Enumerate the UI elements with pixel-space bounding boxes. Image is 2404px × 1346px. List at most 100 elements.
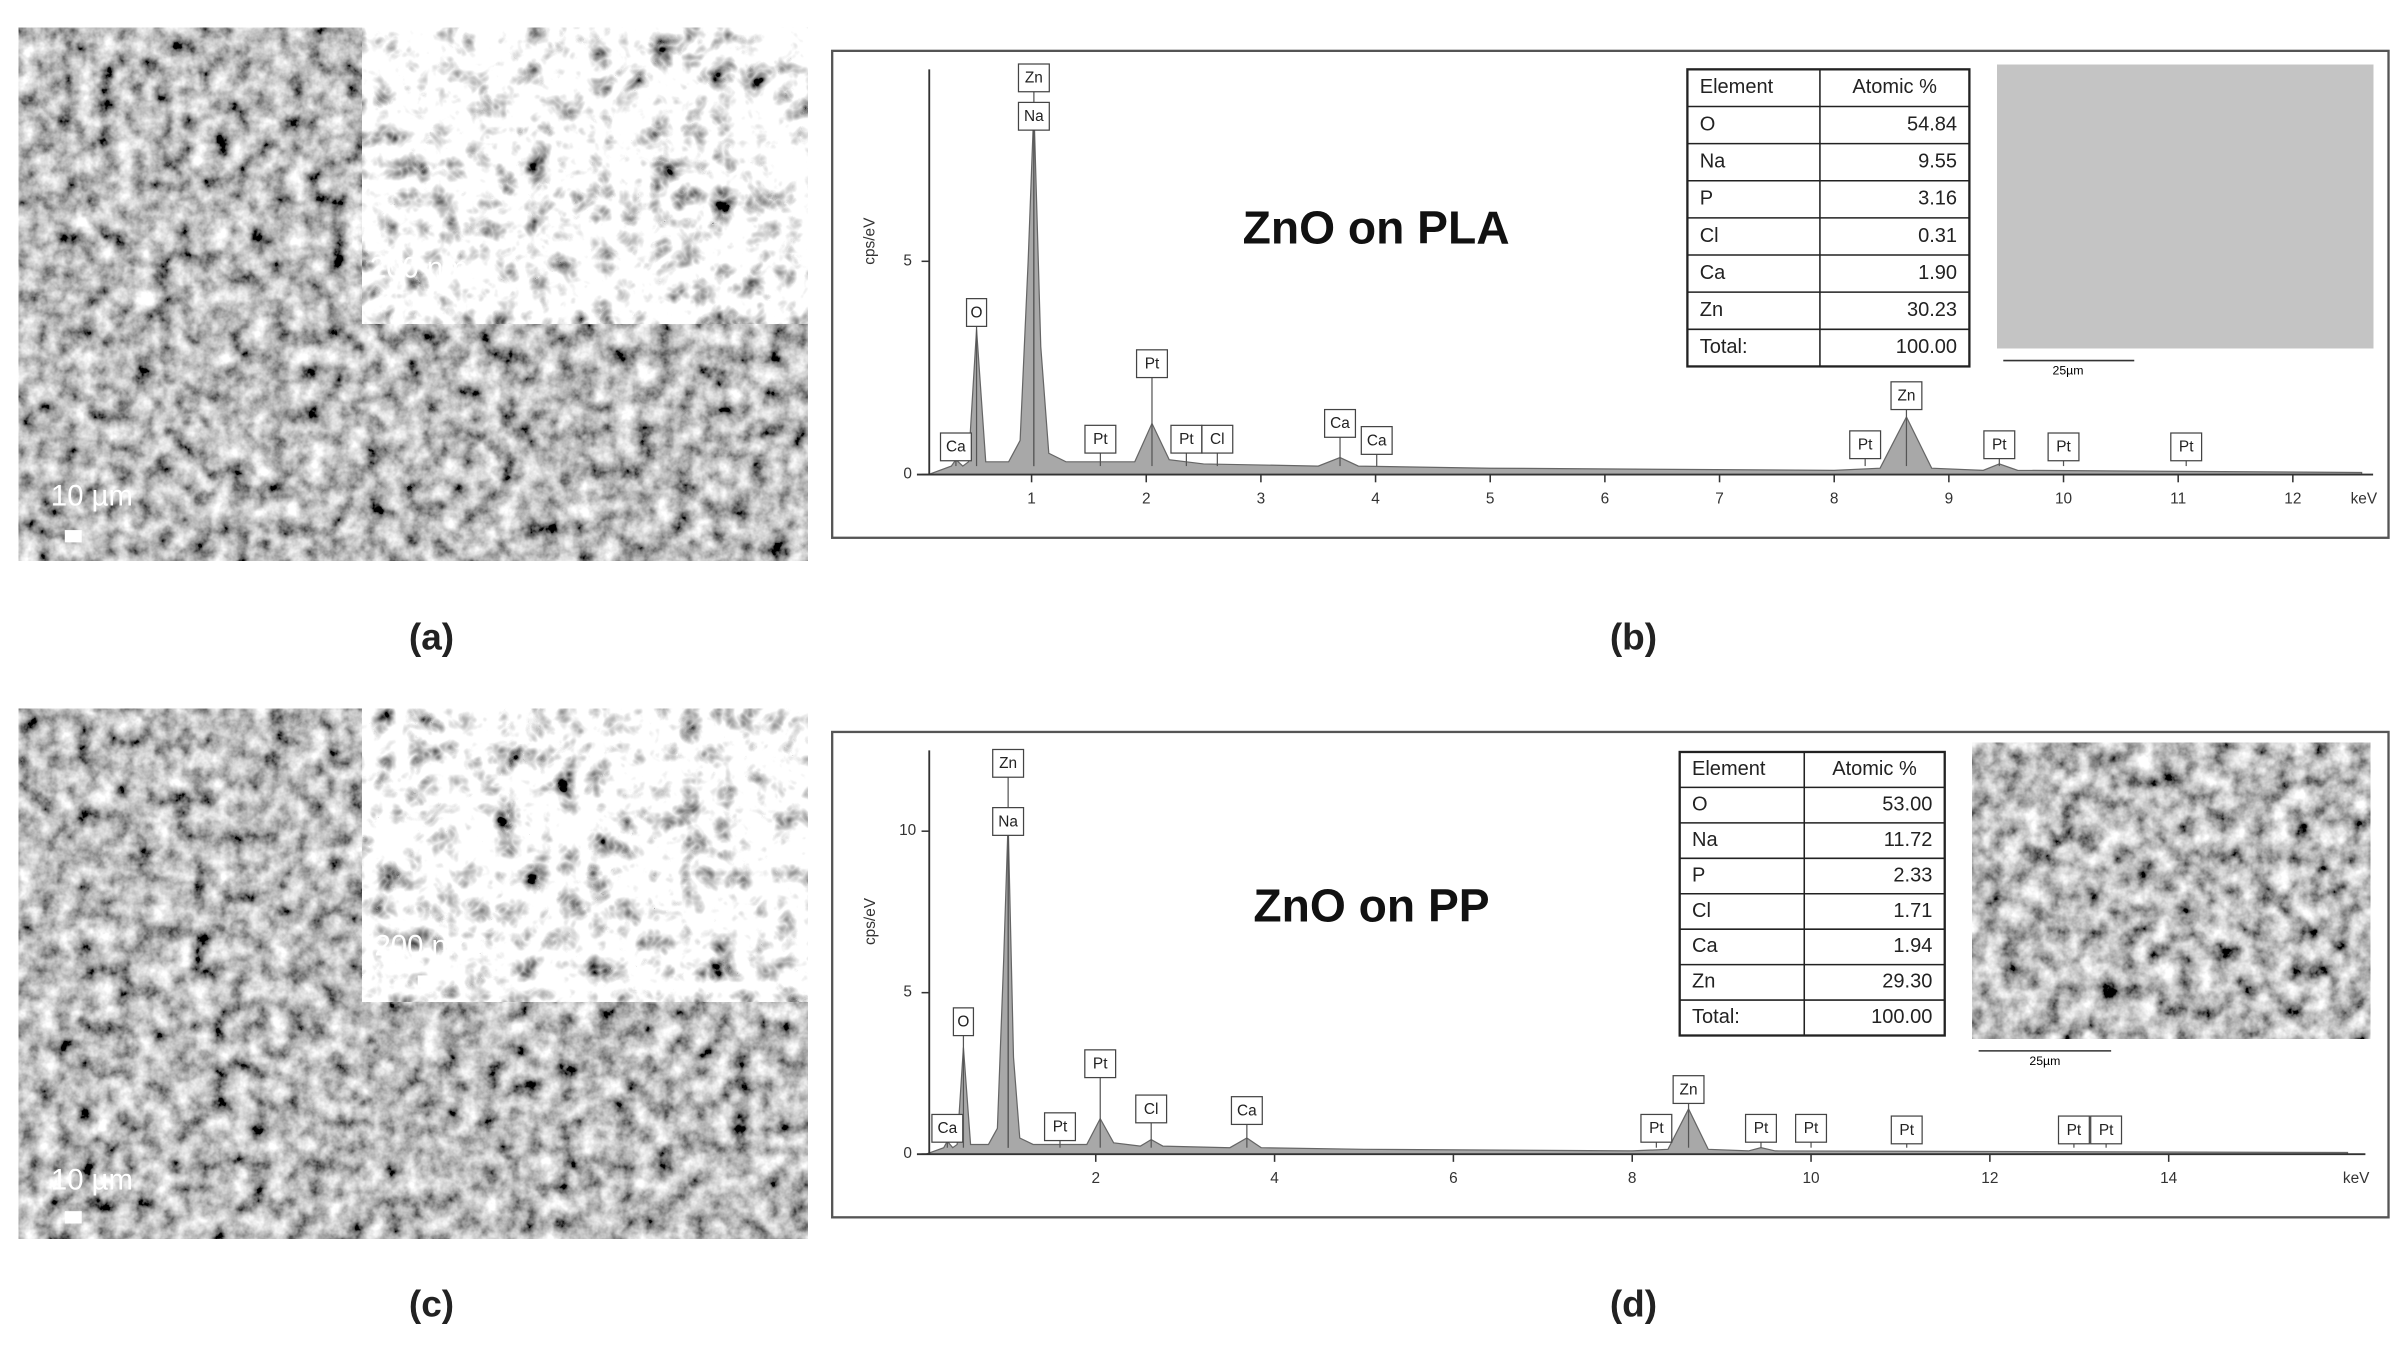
annotation-box: [1744, 1113, 1778, 1143]
y-axis-label: cps/eV: [862, 897, 879, 945]
annotation-box: [931, 1113, 964, 1143]
annotation-box: [1983, 430, 2016, 460]
annotation: Zn: [1680, 1081, 1698, 1098]
x-axis-label: keV: [2351, 490, 2378, 507]
x-tick-label: 5: [1486, 490, 1495, 507]
table-cell: 1.90: [1918, 262, 1957, 284]
table-cell: Cl: [1692, 900, 1711, 922]
panel-label: (b): [1610, 616, 1657, 657]
annotation: Ca: [946, 439, 966, 456]
x-tick-label: 4: [1270, 1170, 1279, 1187]
annotation: Pt: [1145, 356, 1160, 373]
table-cell: Zn: [1700, 299, 1723, 321]
y-axis-label: cps/eV: [862, 217, 879, 265]
x-axis-label: keV: [2343, 1170, 2370, 1187]
table-cell: 29.30: [1882, 971, 1932, 993]
table-cell: Total:: [1700, 336, 1748, 358]
annotation-box: [992, 748, 1025, 778]
scale-label: 25µm: [2052, 364, 2083, 378]
x-tick-label: 11: [2170, 490, 2186, 507]
annotation: Pt: [1804, 1120, 1819, 1137]
table-cell: 1.71: [1893, 900, 1932, 922]
annotation-box: [1017, 63, 1050, 93]
annotation: Pt: [2067, 1122, 2082, 1139]
annotation-box: [992, 807, 1025, 836]
sem-image: [1972, 742, 2371, 1039]
annotation-box: [2047, 432, 2080, 462]
sem-image: [1997, 64, 2374, 349]
annotation-box: [1360, 425, 1393, 455]
annotation: Zn: [1897, 388, 1915, 405]
table-cell: 100.00: [1871, 1006, 1932, 1028]
panel-label: (c): [409, 1283, 454, 1324]
scale-label: 200 nm: [370, 252, 468, 284]
annotation-box: [1230, 1096, 1263, 1126]
annotation: Pt: [1649, 1120, 1664, 1137]
table-cell: Ca: [1692, 935, 1718, 957]
x-tick-label: 8: [1830, 490, 1839, 507]
annotation: Zn: [999, 755, 1017, 772]
table-cell: O: [1692, 793, 1708, 815]
x-tick-label: 7: [1715, 490, 1724, 507]
annotation: Na: [1024, 108, 1044, 125]
annotation: Na: [998, 813, 1018, 830]
annotation-box: [1017, 101, 1050, 131]
annotation: Pt: [1053, 1119, 1068, 1136]
x-tick-label: 2: [1142, 490, 1151, 507]
annotation: Pt: [1992, 437, 2007, 454]
chart-title: ZnO on PP: [1253, 879, 1489, 931]
annotation-box: [2090, 1115, 2123, 1145]
x-tick-label: 10: [1802, 1170, 1819, 1187]
x-tick-label: 6: [1601, 490, 1610, 507]
annotation-box: [1084, 424, 1117, 454]
scale-bar: [64, 530, 82, 543]
annotation-box: [965, 298, 988, 327]
y-tick-label: 5: [903, 984, 912, 1001]
table-header: Atomic %: [1832, 758, 1917, 780]
x-tick-label: 14: [2160, 1170, 2178, 1187]
x-tick-label: 4: [1371, 490, 1380, 507]
annotation-box: [2057, 1115, 2090, 1145]
annotation: Pt: [2056, 439, 2071, 456]
annotation-box: [1640, 1113, 1673, 1143]
annotation-box: [1890, 1115, 1923, 1145]
y-tick-label: 5: [903, 252, 912, 269]
x-tick-label: 3: [1257, 490, 1266, 507]
table-cell: 2.33: [1893, 864, 1932, 886]
x-tick-label: 1: [1027, 490, 1036, 507]
table-cell: P: [1692, 864, 1705, 886]
annotation: Pt: [1093, 1056, 1108, 1073]
annotation: Zn: [1025, 70, 1043, 87]
sem-inset: [360, 26, 810, 326]
annotation: Pt: [1179, 431, 1194, 448]
table-cell: Total:: [1692, 1006, 1740, 1028]
x-tick-label: 10: [2055, 490, 2072, 507]
scale-label: 10 µm: [51, 480, 133, 512]
table-cell: 54.84: [1907, 113, 1957, 135]
x-tick-label: 6: [1449, 1170, 1458, 1187]
annotation-box: [1084, 1049, 1117, 1079]
spectrum-area: [925, 821, 2349, 1155]
y-tick-label: 0: [903, 1145, 912, 1162]
y-tick-label: 10: [899, 822, 916, 839]
annotation-box: [1795, 1113, 1828, 1143]
annotation: Ca: [937, 1120, 957, 1137]
annotation-box: [1135, 349, 1169, 379]
annotation: Pt: [1754, 1120, 1769, 1137]
table-cell: Na: [1692, 829, 1718, 851]
annotation: Pt: [2179, 439, 2194, 456]
scale-bar: [417, 975, 432, 988]
x-tick-label: 12: [2284, 490, 2301, 507]
x-tick-label: 8: [1628, 1170, 1637, 1187]
table-header: Element: [1692, 758, 1766, 780]
spectrum-area: [928, 107, 2363, 476]
chart-title: ZnO on PLA: [1243, 201, 1510, 253]
table-cell: 11.72: [1884, 829, 1933, 851]
table-cell: 53.00: [1882, 793, 1932, 815]
annotation: Pt: [1093, 431, 1108, 448]
annotation: Pt: [2099, 1122, 2114, 1139]
annotation-box: [1201, 424, 1234, 454]
table-cell: O: [1700, 113, 1716, 135]
table-cell: P: [1700, 188, 1713, 210]
